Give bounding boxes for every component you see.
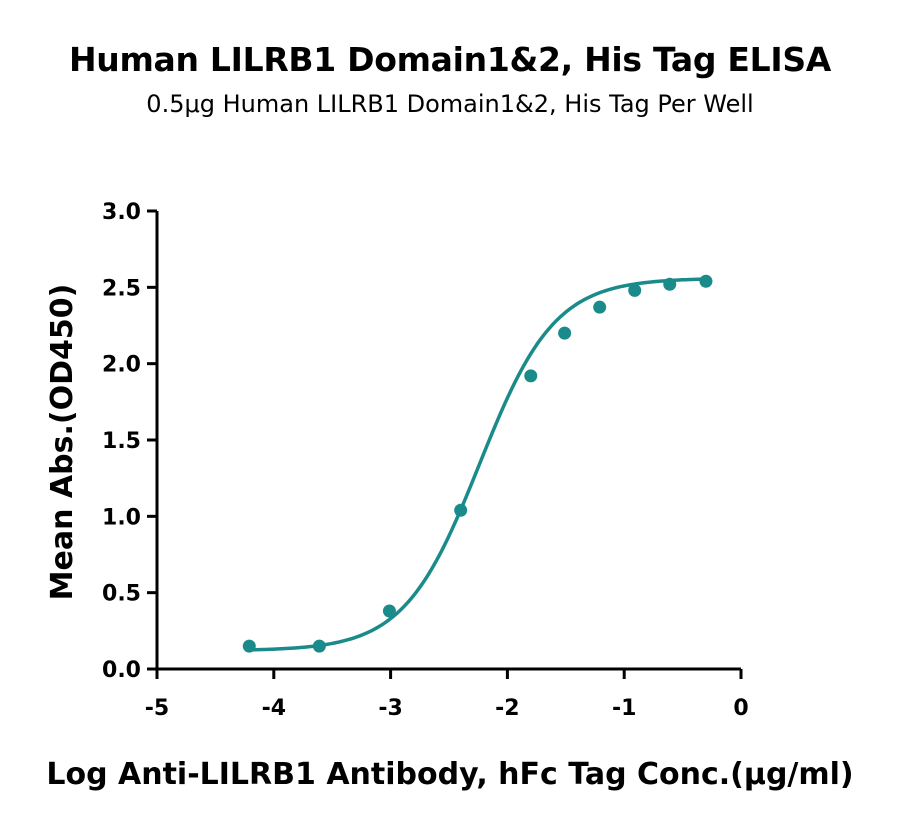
chart-title: Human LILRB1 Domain1&2, His Tag ELISA bbox=[68, 40, 832, 79]
fit-curve bbox=[249, 277, 706, 652]
x-tick-label: -1 bbox=[612, 696, 636, 721]
x-tick-label: -5 bbox=[145, 696, 169, 721]
y-tick-label: 2.5 bbox=[102, 276, 141, 301]
y-axis-label: Mean Abs.(OD450) bbox=[45, 284, 80, 601]
y-tick-label: 2.0 bbox=[102, 353, 141, 378]
data-point bbox=[558, 326, 572, 340]
x-tick-label: -3 bbox=[378, 696, 402, 721]
data-point bbox=[454, 503, 468, 517]
y-tick-label: 3.0 bbox=[102, 200, 141, 225]
data-point bbox=[242, 639, 256, 653]
y-tick-label: 0.0 bbox=[102, 658, 141, 683]
data-point bbox=[312, 639, 326, 653]
data-point bbox=[524, 369, 538, 383]
x-tick-label: -4 bbox=[262, 696, 286, 721]
y-tick-label: 0.5 bbox=[102, 582, 141, 607]
data-point bbox=[593, 300, 607, 314]
chart-subtitle: 0.5μg Human LILRB1 Domain1&2, His Tag Pe… bbox=[146, 90, 754, 118]
x-axis-label: Log Anti-LILRB1 Antibody, hFc Tag Conc.(… bbox=[46, 757, 853, 792]
y-tick-label: 1.5 bbox=[102, 429, 141, 454]
x-tick-label: -2 bbox=[495, 696, 519, 721]
data-point bbox=[699, 274, 713, 288]
data-point bbox=[382, 604, 396, 618]
data-point bbox=[663, 277, 677, 291]
y-tick-label: 1.0 bbox=[102, 505, 141, 530]
data-point bbox=[628, 283, 642, 297]
x-tick-label: 0 bbox=[733, 696, 748, 721]
